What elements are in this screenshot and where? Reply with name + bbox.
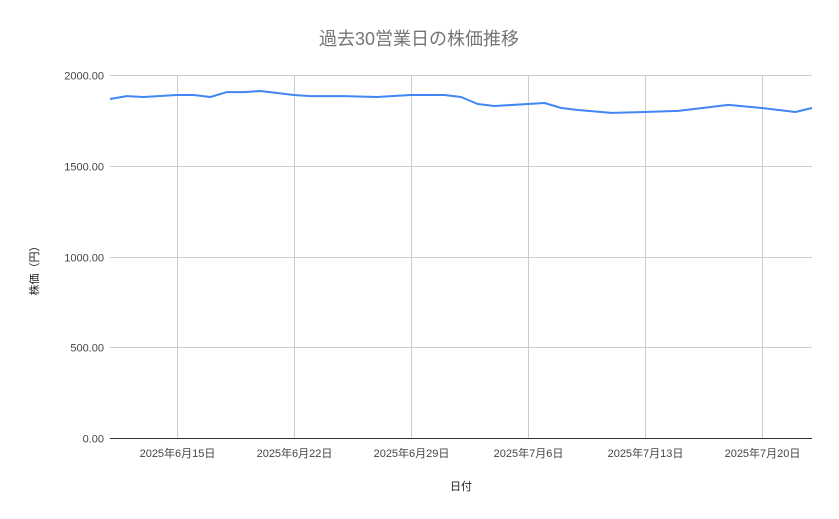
y-tick-label: 2000.00 (64, 71, 104, 83)
y-tick-label: 500.00 (70, 343, 104, 355)
x-tick-label: 2025年7月6日 (494, 446, 564, 460)
y-axis-label: 株価（円） (27, 241, 41, 296)
y-tick-label: 1500.00 (64, 162, 104, 174)
chart-title: 過去30営業日の株価推移 (319, 29, 519, 49)
x-tick-label: 2025年6月22日 (257, 446, 333, 460)
y-tick-label: 1000.00 (64, 253, 104, 265)
x-tick-label: 2025年7月13日 (608, 446, 684, 460)
y-tick-label: 0.00 (83, 434, 104, 446)
series-line (109, 90, 813, 114)
x-tick-label: 2025年7月20日 (725, 446, 801, 460)
x-tick-label: 2025年6月15日 (140, 446, 216, 460)
x-tick-label: 2025年6月29日 (374, 446, 450, 460)
x-axis-label: 日付 (450, 480, 472, 493)
